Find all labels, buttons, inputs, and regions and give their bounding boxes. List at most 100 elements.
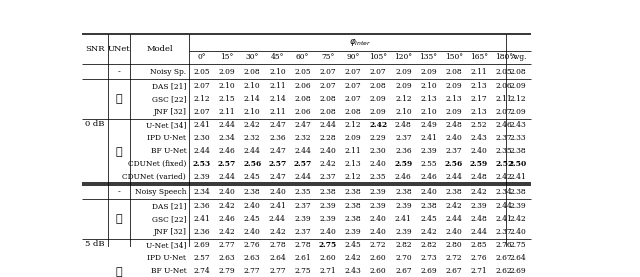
Text: 2.61: 2.61 — [294, 254, 311, 262]
Text: 2.43: 2.43 — [509, 121, 526, 129]
Text: BF U-Net: BF U-Net — [150, 267, 186, 275]
Text: 2.10: 2.10 — [244, 108, 260, 116]
Text: 2.13: 2.13 — [470, 82, 487, 90]
Text: 2.67: 2.67 — [395, 267, 412, 275]
Text: 2.48: 2.48 — [395, 121, 412, 129]
Text: 2.38: 2.38 — [445, 188, 462, 196]
Text: 2.14: 2.14 — [269, 95, 286, 103]
Text: 2.09: 2.09 — [219, 68, 236, 76]
Text: 2.09: 2.09 — [370, 108, 387, 116]
Text: 2.57: 2.57 — [268, 160, 287, 168]
Text: 2.38: 2.38 — [509, 147, 526, 155]
Text: 2.09: 2.09 — [509, 82, 526, 90]
Text: 2.35: 2.35 — [496, 147, 513, 155]
Text: 2.28: 2.28 — [319, 134, 336, 142]
Text: 2.30: 2.30 — [370, 147, 387, 155]
Text: 2.47: 2.47 — [294, 121, 311, 129]
Text: 2.36: 2.36 — [269, 134, 285, 142]
Text: 2.44: 2.44 — [294, 147, 311, 155]
Text: 2.29: 2.29 — [370, 134, 387, 142]
Text: 2.40: 2.40 — [319, 228, 336, 236]
Text: 2.85: 2.85 — [470, 242, 487, 250]
Text: 2.67: 2.67 — [496, 254, 513, 262]
Text: 2.38: 2.38 — [345, 215, 362, 223]
Text: 2.41: 2.41 — [395, 215, 412, 223]
Text: 2.42: 2.42 — [420, 228, 437, 236]
Text: 2.10: 2.10 — [244, 82, 260, 90]
Text: 2.57: 2.57 — [218, 160, 236, 168]
Text: 2.71: 2.71 — [319, 267, 336, 275]
Text: 2.73: 2.73 — [420, 254, 437, 262]
Text: 2.46: 2.46 — [219, 215, 236, 223]
Text: 2.45: 2.45 — [244, 215, 260, 223]
Text: 2.09: 2.09 — [370, 95, 387, 103]
Text: 2.41: 2.41 — [193, 215, 211, 223]
Text: 2.60: 2.60 — [370, 254, 387, 262]
Text: 2.56: 2.56 — [243, 160, 261, 168]
Text: 2.47: 2.47 — [269, 121, 286, 129]
Text: 2.07: 2.07 — [193, 82, 210, 90]
Text: 2.32: 2.32 — [244, 134, 260, 142]
Text: 2.10: 2.10 — [269, 68, 285, 76]
Text: 90°: 90° — [346, 53, 360, 61]
Text: 2.07: 2.07 — [319, 82, 336, 90]
Text: 2.40: 2.40 — [470, 147, 487, 155]
Text: JNF [32]: JNF [32] — [154, 108, 186, 116]
Text: 2.39: 2.39 — [319, 215, 336, 223]
Text: 2.48: 2.48 — [445, 121, 462, 129]
Text: 2.39: 2.39 — [395, 228, 412, 236]
Text: 2.69: 2.69 — [420, 267, 437, 275]
Text: 2.64: 2.64 — [269, 254, 286, 262]
Text: 2.47: 2.47 — [269, 147, 286, 155]
Text: 2.45: 2.45 — [344, 242, 362, 250]
Text: 2.40: 2.40 — [219, 188, 236, 196]
Text: 2.09: 2.09 — [395, 82, 412, 90]
Text: ✓: ✓ — [116, 146, 122, 157]
Text: 2.14: 2.14 — [244, 95, 260, 103]
Text: 2.44: 2.44 — [219, 121, 236, 129]
Text: 2.40: 2.40 — [509, 228, 526, 236]
Text: CDUNet (varied): CDUNet (varied) — [122, 173, 186, 181]
Text: 0°: 0° — [198, 53, 206, 61]
Text: 2.50: 2.50 — [509, 160, 527, 168]
Text: 75°: 75° — [321, 53, 335, 61]
Text: 2.08: 2.08 — [294, 95, 311, 103]
Text: 2.11: 2.11 — [470, 68, 487, 76]
Text: 2.39: 2.39 — [395, 202, 412, 210]
Text: 2.05: 2.05 — [294, 68, 311, 76]
Text: $\varphi_{inter}$: $\varphi_{inter}$ — [349, 37, 371, 48]
Text: 2.38: 2.38 — [509, 188, 526, 196]
Text: 2.52: 2.52 — [470, 121, 487, 129]
Text: 2.37: 2.37 — [294, 202, 311, 210]
Text: 2.07: 2.07 — [345, 82, 362, 90]
Text: 2.40: 2.40 — [420, 188, 437, 196]
Text: 2.45: 2.45 — [420, 215, 437, 223]
Text: DAS [21]: DAS [21] — [152, 82, 186, 90]
Text: 2.44: 2.44 — [470, 228, 488, 236]
Text: 2.78: 2.78 — [269, 242, 285, 250]
Text: 2.09: 2.09 — [509, 108, 526, 116]
Text: 2.39: 2.39 — [319, 202, 336, 210]
Text: 2.59: 2.59 — [470, 160, 488, 168]
Text: 2.37: 2.37 — [496, 228, 513, 236]
Text: 2.39: 2.39 — [370, 188, 387, 196]
Text: 2.42: 2.42 — [269, 228, 286, 236]
Text: 2.59: 2.59 — [394, 160, 412, 168]
Text: 2.55: 2.55 — [420, 160, 437, 168]
Text: 2.06: 2.06 — [294, 82, 311, 90]
Text: 2.10: 2.10 — [420, 82, 437, 90]
Text: 2.44: 2.44 — [445, 215, 462, 223]
Text: 2.34: 2.34 — [219, 134, 236, 142]
Text: 2.76: 2.76 — [244, 242, 260, 250]
Text: 2.05: 2.05 — [193, 68, 210, 76]
Text: 2.12: 2.12 — [395, 95, 412, 103]
Text: U-Net [34]: U-Net [34] — [146, 242, 186, 250]
Text: 2.35: 2.35 — [294, 188, 311, 196]
Text: 2.08: 2.08 — [319, 95, 336, 103]
Text: 2.34: 2.34 — [496, 188, 513, 196]
Text: 45°: 45° — [271, 53, 284, 61]
Text: 120°: 120° — [394, 53, 412, 61]
Text: 2.36: 2.36 — [193, 202, 210, 210]
Text: 2.45: 2.45 — [244, 173, 260, 181]
Text: 2.37: 2.37 — [319, 173, 336, 181]
